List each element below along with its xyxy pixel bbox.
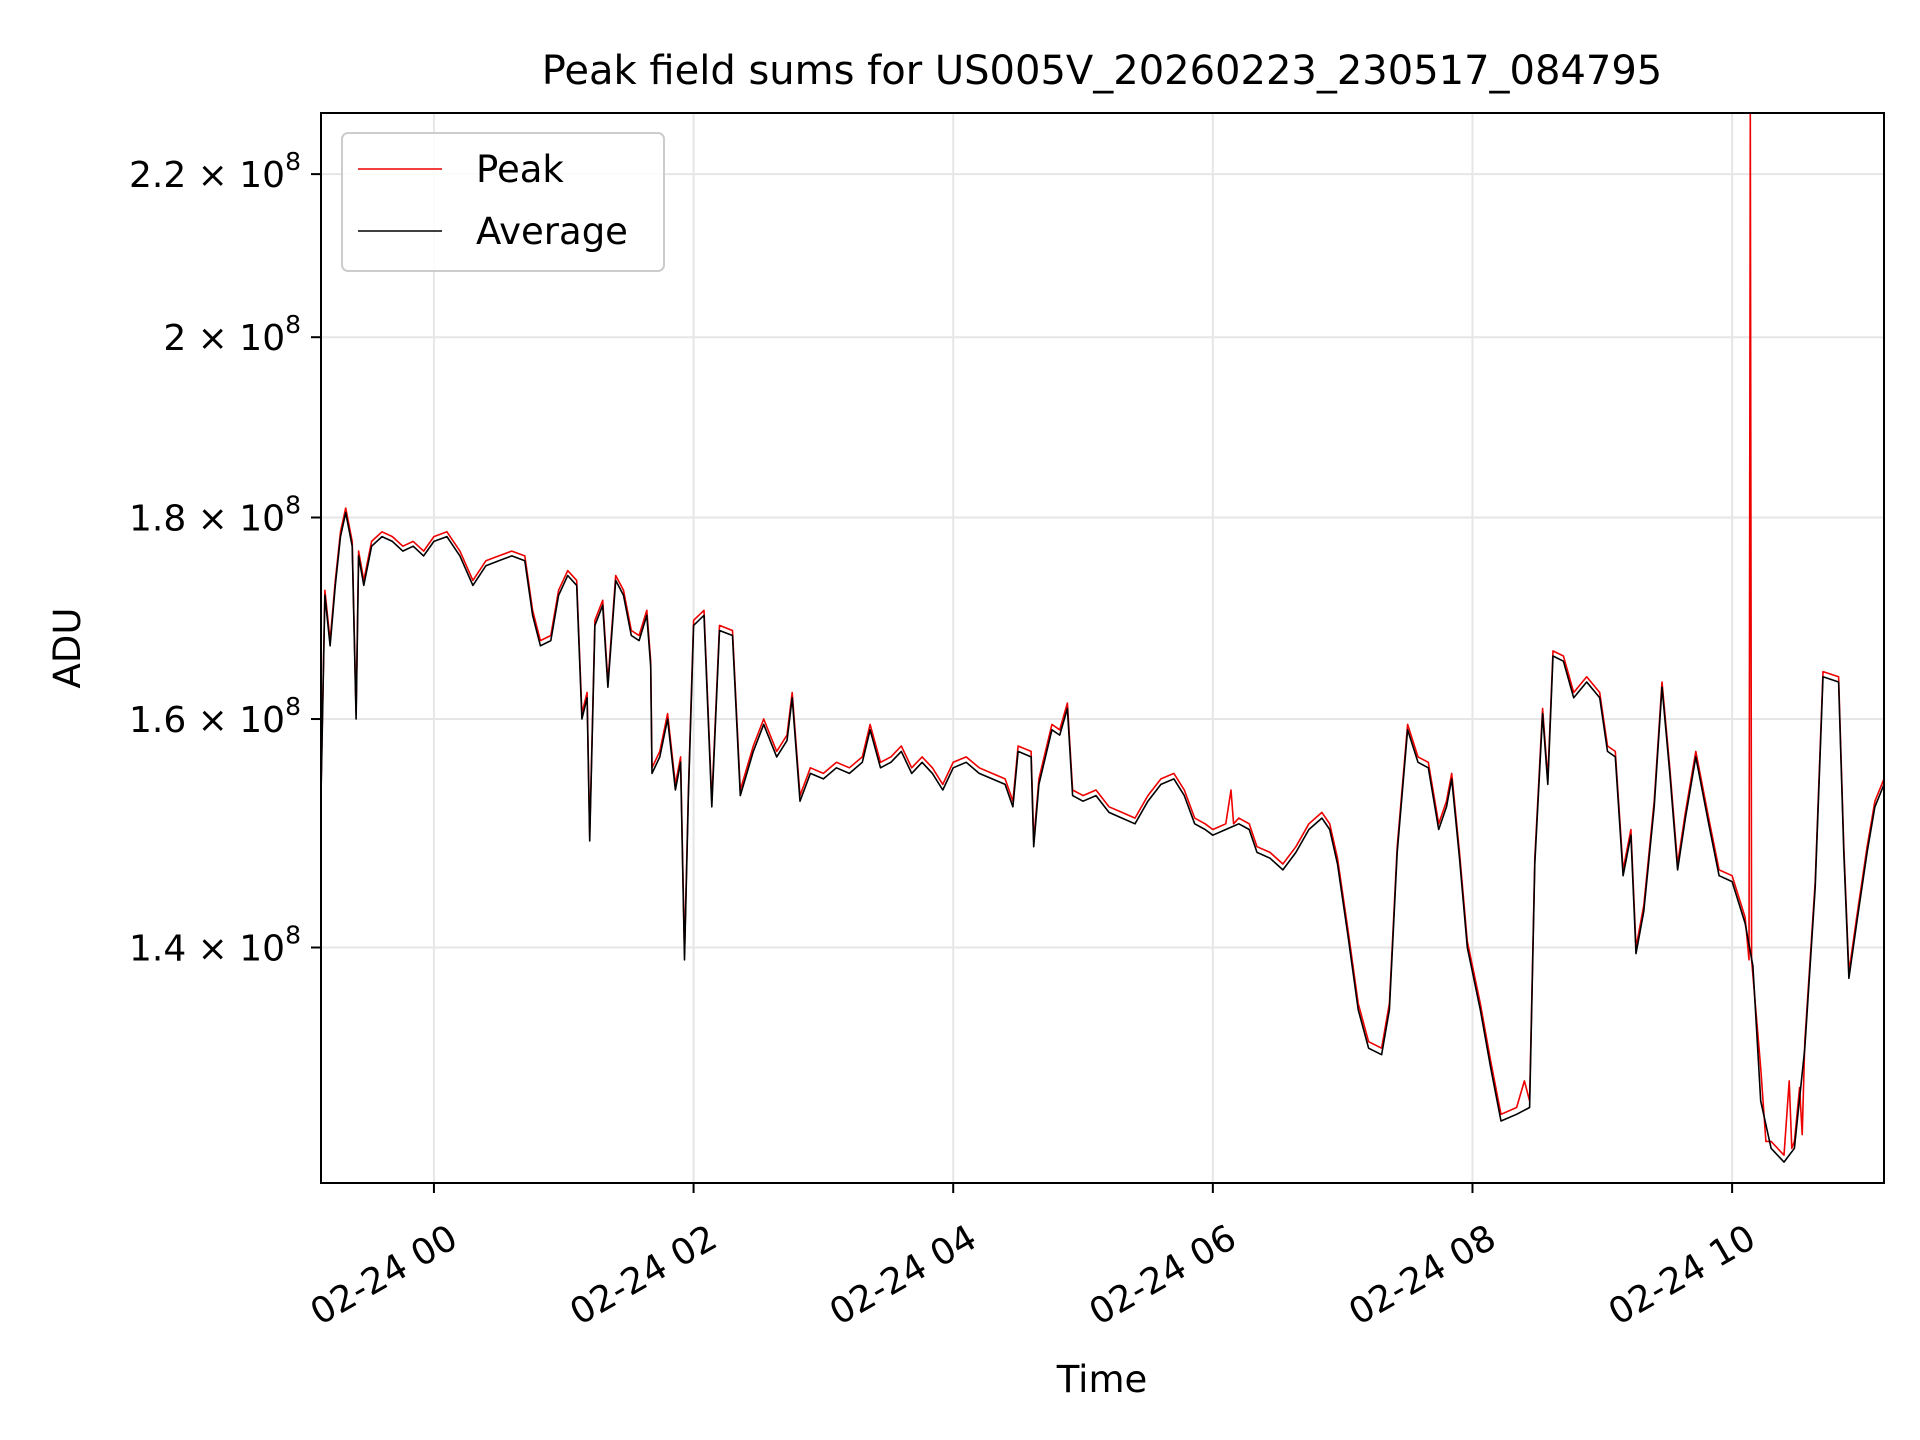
chart-title: Peak field sums for US005V_20260223_2305… [542, 48, 1663, 94]
series-line-average [321, 511, 1884, 1163]
y-axis: 1.4 × 108 1.6 × 108 1.8 × 108 2 × 108 2.2 × … [129, 147, 321, 970]
y-tick-label: 2 × 108 [163, 310, 301, 359]
y-tick-label: 2.2 × 108 [129, 147, 301, 196]
legend-box [341, 132, 665, 272]
y-tick-label: 1.6 × 108 [129, 692, 301, 741]
legend-label-average: Average [476, 210, 628, 253]
legend: Peak Average [341, 132, 665, 272]
y-tick-label: 1.8 × 108 [129, 490, 301, 539]
plot-area [321, 113, 1884, 1163]
legend-label-peak: Peak [476, 148, 564, 191]
y-axis-label: ADU [46, 608, 89, 689]
y-tick-label: 1.4 × 108 [129, 921, 301, 970]
axes-frame [320, 112, 1885, 1184]
x-axis-label: Time [1056, 1358, 1148, 1401]
